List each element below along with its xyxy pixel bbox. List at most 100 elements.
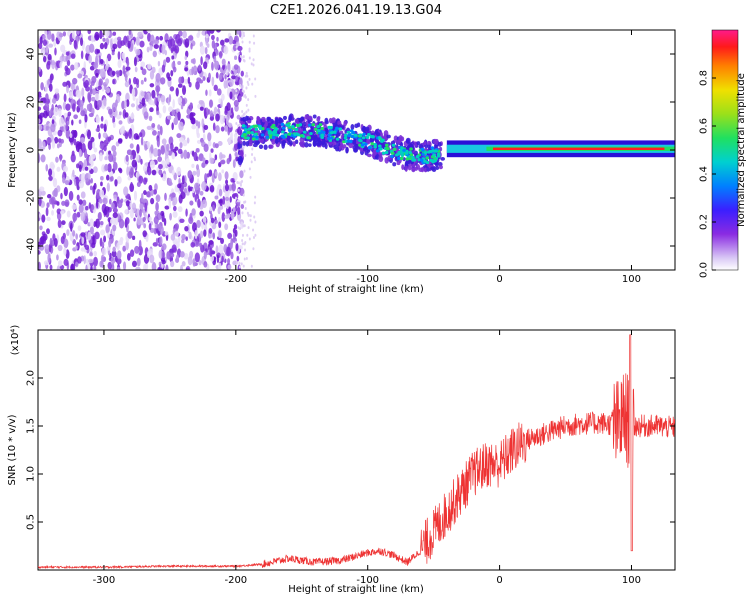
noise-speckle <box>221 93 225 101</box>
signal-speckle <box>376 132 381 137</box>
signal-speckle <box>274 127 279 131</box>
noise-speckle <box>225 69 229 76</box>
noise-speckle <box>88 112 94 118</box>
noise-speckle <box>235 30 241 35</box>
noise-speckle <box>89 43 95 53</box>
noise-speckle <box>75 89 81 98</box>
noise-speckle <box>77 256 82 264</box>
noise-speckle <box>83 159 88 167</box>
noise-speckle <box>201 181 207 191</box>
noise-speckle <box>184 67 189 72</box>
noise-speckle <box>150 144 154 154</box>
signal-speckle <box>384 157 389 164</box>
x-tick-label: 100 <box>622 274 641 285</box>
noise-speckle <box>138 239 142 250</box>
noise-speckle <box>202 157 206 163</box>
noise-speckle <box>224 38 230 43</box>
noise-speckle <box>65 249 70 260</box>
noise-speckle <box>38 66 42 73</box>
noise-speckle <box>248 237 251 241</box>
noise-speckle <box>41 214 46 223</box>
noise-speckle <box>89 185 93 191</box>
signal-speckle <box>419 158 424 162</box>
noise-speckle <box>70 153 76 163</box>
noise-speckle <box>191 66 194 76</box>
noise-speckle <box>124 132 129 140</box>
noise-speckle <box>213 60 220 70</box>
noise-speckle <box>238 261 241 265</box>
noise-speckle <box>170 142 174 152</box>
noise-speckle <box>233 136 238 145</box>
signal-speckle <box>353 147 359 153</box>
signal-speckle <box>431 160 435 164</box>
noise-speckle <box>228 35 234 45</box>
signal-speckle <box>370 142 375 146</box>
noise-speckle <box>75 233 78 240</box>
noise-speckle <box>99 58 104 65</box>
noise-speckle <box>39 225 43 231</box>
noise-speckle <box>175 33 181 44</box>
signal-speckle <box>377 144 382 148</box>
signal-speckle <box>335 137 340 141</box>
noise-speckle <box>45 125 49 131</box>
noise-speckle <box>177 206 183 213</box>
noise-speckle <box>158 224 162 232</box>
signal-speckle <box>345 147 349 154</box>
noise-speckle <box>240 70 244 77</box>
noise-speckle <box>92 88 96 96</box>
signal-speckle <box>269 144 274 149</box>
noise-speckle <box>189 200 194 206</box>
signal-speckle <box>284 133 288 137</box>
signal-speckle <box>255 135 259 139</box>
noise-speckle <box>237 52 240 56</box>
noise-speckle <box>169 212 172 221</box>
signal-speckle <box>342 144 347 149</box>
noise-speckle <box>47 60 51 66</box>
signal-speckle <box>356 122 361 128</box>
noise-speckle <box>44 83 49 93</box>
noise-speckle <box>209 247 213 258</box>
noise-speckle <box>191 124 197 130</box>
noise-speckle <box>89 226 94 235</box>
noise-speckle <box>230 251 234 260</box>
signal-speckle <box>254 124 258 128</box>
noise-speckle <box>123 186 129 196</box>
noise-speckle <box>239 183 242 187</box>
noise-speckle <box>191 208 196 216</box>
noise-speckle <box>192 188 195 194</box>
noise-speckle <box>162 105 167 114</box>
noise-speckle <box>211 61 214 71</box>
signal-speckle <box>280 122 285 126</box>
noise-speckle <box>166 157 170 165</box>
signal-speckle <box>320 126 325 131</box>
noise-speckle <box>216 30 221 33</box>
noise-speckle <box>72 238 77 246</box>
noise-speckle <box>149 160 156 169</box>
noise-speckle <box>70 222 73 232</box>
noise-speckle <box>160 210 165 217</box>
noise-speckle <box>197 198 201 209</box>
noise-speckle <box>157 156 163 163</box>
noise-speckle <box>247 108 250 112</box>
noise-speckle <box>177 83 183 88</box>
noise-speckle <box>103 235 107 243</box>
noise-speckle <box>195 164 200 171</box>
noise-speckle <box>75 245 78 250</box>
noise-speckle <box>242 31 245 35</box>
noise-speckle <box>75 176 79 187</box>
noise-speckle <box>128 78 132 86</box>
signal-speckle <box>246 136 250 140</box>
signal-speckle <box>377 136 382 140</box>
noise-speckle <box>60 138 65 144</box>
noise-speckle <box>103 97 107 107</box>
noise-speckle <box>225 79 229 89</box>
noise-speckle <box>125 92 130 102</box>
noise-speckle <box>146 166 150 173</box>
signal-speckle <box>400 153 405 157</box>
noise-speckle <box>229 78 234 87</box>
noise-speckle <box>237 45 243 52</box>
noise-speckle <box>76 211 81 218</box>
signal-speckle <box>339 130 344 135</box>
noise-speckle <box>59 154 62 162</box>
noise-speckle <box>204 222 208 231</box>
